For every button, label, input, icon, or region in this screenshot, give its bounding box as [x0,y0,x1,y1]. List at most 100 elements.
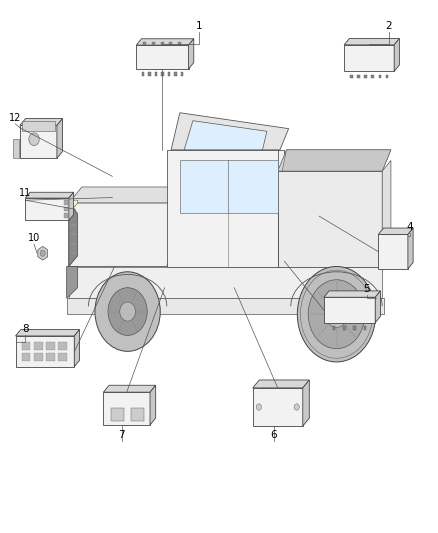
Bar [64,200,68,205]
Polygon shape [74,329,80,367]
Polygon shape [67,298,385,314]
Bar [161,72,164,76]
Polygon shape [324,297,375,322]
Bar [343,326,346,329]
Polygon shape [69,203,184,266]
Bar [64,213,68,217]
Bar [168,72,170,76]
Text: 4: 4 [406,222,413,232]
Polygon shape [378,235,408,269]
Polygon shape [184,120,267,150]
Polygon shape [171,113,289,150]
Polygon shape [69,203,78,266]
Polygon shape [167,150,284,266]
Polygon shape [69,200,78,214]
Bar [378,75,381,78]
Text: 2: 2 [385,21,392,31]
Polygon shape [344,38,399,45]
Polygon shape [20,125,57,158]
Text: 6: 6 [271,431,277,440]
Bar [152,42,155,45]
Polygon shape [15,336,74,367]
Bar [21,342,30,350]
Circle shape [40,250,46,256]
Polygon shape [375,291,381,322]
Polygon shape [282,150,391,171]
Bar [131,408,144,421]
Polygon shape [408,228,413,269]
Text: 11: 11 [19,188,32,198]
Polygon shape [394,38,399,71]
Polygon shape [253,388,303,426]
Bar [64,207,68,212]
Bar [143,42,146,45]
Polygon shape [103,385,155,392]
Bar [111,408,124,421]
Text: 8: 8 [22,325,28,334]
Polygon shape [136,45,188,69]
Polygon shape [303,380,309,426]
Polygon shape [103,392,150,425]
Polygon shape [69,192,74,220]
Polygon shape [150,385,155,425]
Bar [350,75,353,78]
Bar [333,326,336,329]
Polygon shape [25,198,69,220]
Circle shape [325,301,347,327]
Polygon shape [38,246,48,260]
Polygon shape [344,45,394,71]
Polygon shape [67,266,78,298]
Polygon shape [69,187,197,203]
Bar [58,342,67,350]
Bar [181,72,184,76]
Bar [357,75,360,78]
Polygon shape [20,118,63,125]
Bar [46,353,55,361]
Bar [364,326,366,329]
Bar [178,42,181,45]
Polygon shape [25,192,74,198]
Bar [161,42,164,45]
Polygon shape [253,380,309,388]
Polygon shape [324,291,381,297]
Polygon shape [180,160,278,214]
Text: 7: 7 [118,431,125,440]
Polygon shape [136,39,194,45]
Bar [155,72,157,76]
Text: 10: 10 [28,233,40,243]
Bar [141,72,144,76]
Bar [58,353,67,361]
Polygon shape [188,39,194,69]
Bar [46,342,55,350]
Circle shape [297,266,376,362]
Circle shape [308,280,365,349]
Bar [34,342,42,350]
Polygon shape [278,171,382,266]
Polygon shape [57,118,63,158]
Polygon shape [278,150,391,171]
Text: 5: 5 [364,284,370,294]
Polygon shape [15,329,80,336]
Circle shape [294,404,299,410]
Circle shape [108,288,147,335]
Bar [21,353,30,361]
Circle shape [95,272,160,351]
Polygon shape [69,266,382,298]
Bar [386,75,389,78]
Bar [364,75,367,78]
Text: 12: 12 [9,113,21,123]
Bar [34,353,42,361]
Bar [22,121,55,131]
Circle shape [256,404,261,410]
Circle shape [29,133,39,146]
Circle shape [120,302,135,321]
Polygon shape [378,228,413,235]
Bar [170,42,173,45]
Bar [353,326,356,329]
Bar [174,72,177,76]
Bar [13,139,19,158]
Bar [371,75,374,78]
Text: 1: 1 [196,21,203,31]
Bar [148,72,151,76]
Polygon shape [382,160,391,266]
